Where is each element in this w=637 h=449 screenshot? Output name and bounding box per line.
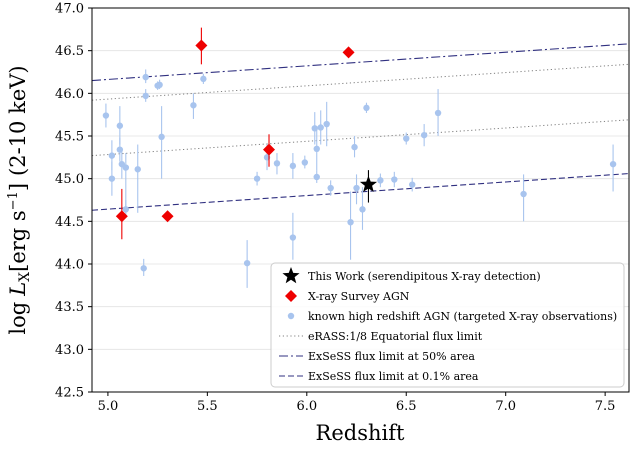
legend-entry-label: X-ray Survey AGN <box>308 290 410 303</box>
legend-entry-label: This Work (serendipitous X-ray detection… <box>308 270 541 283</box>
known-agn-point <box>289 234 297 241</box>
survey-agn-point <box>161 210 174 223</box>
survey-agn-point <box>195 39 208 52</box>
known-agn-point <box>134 166 141 173</box>
y-axis-title: log LX[erg s−1] (2-10 keV) <box>6 65 33 334</box>
known-agn-point <box>108 152 116 159</box>
known-agn-point <box>108 175 116 182</box>
known-agn-point <box>363 104 370 112</box>
x-tick-label: 5.0 <box>98 399 119 414</box>
y-tick-label: 46.0 <box>55 87 84 102</box>
known-agn-point <box>359 206 366 213</box>
known-agn-point <box>142 73 149 81</box>
known-agn-point <box>122 206 130 213</box>
x-axis-title: Redshift <box>316 421 405 445</box>
x-tick-label: 7.0 <box>495 399 516 414</box>
x-tick-label: 6.0 <box>296 399 317 414</box>
known-agn-point <box>313 145 320 152</box>
known-agn-point <box>434 109 442 117</box>
y-tick-label: 45.5 <box>55 130 84 145</box>
survey-agn-point <box>342 46 355 59</box>
x-tick-label: 6.5 <box>396 399 417 414</box>
x-axis-ticks: 5.0 5.5 6.0 6.5 7.0 7.5 <box>98 392 616 414</box>
known-agn-points <box>102 69 617 288</box>
legend-entry-label: ExSeSS flux limit at 50% area <box>308 350 475 363</box>
plot-frame <box>91 7 630 393</box>
flux-limit-line <box>92 119 629 157</box>
known-agn-point <box>301 159 309 166</box>
flux-limit-line <box>92 63 629 101</box>
known-agn-point <box>377 177 384 184</box>
y-tick-label: 44.5 <box>55 215 84 230</box>
y-tick-label: 43.5 <box>55 300 84 315</box>
known-agn-point <box>351 143 358 151</box>
known-agn-point <box>140 265 147 272</box>
known-agn-point <box>289 162 297 170</box>
known-agn-point <box>200 75 207 83</box>
y-tick-label: 45.0 <box>55 172 84 187</box>
survey-agn-points <box>115 27 355 240</box>
known-agn-point <box>409 181 416 188</box>
y-axis-title-close: ] <box>6 183 30 191</box>
known-agn-point <box>327 184 334 192</box>
y-tick-label: 46.5 <box>55 44 84 59</box>
legend-star-icon <box>282 267 300 284</box>
y-axis-ticks: 42.5 43.0 43.5 44.0 44.5 45.0 45.5 46.0 46.5 47.0 <box>55 2 92 401</box>
this-work-point <box>359 175 378 192</box>
y-axis-title-exp: −1 <box>6 191 21 210</box>
y-axis-title-band: (2-10 keV) <box>6 65 30 176</box>
known-agn-point <box>116 122 124 129</box>
known-agn-point <box>609 160 617 168</box>
legend-circle-icon <box>287 312 295 320</box>
known-agn-point <box>102 112 110 119</box>
legend-entry-label: ExSeSS flux limit at 0.1% area <box>308 370 479 383</box>
known-agn-point <box>158 133 165 141</box>
y-axis-title-sub: X <box>17 272 33 282</box>
y-tick-label: 42.5 <box>55 386 84 401</box>
known-agn-point <box>520 190 527 198</box>
x-tick-label: 7.5 <box>595 399 616 414</box>
y-tick-label: 43.0 <box>55 343 84 358</box>
known-agn-point <box>122 164 130 171</box>
legend-box <box>270 262 625 388</box>
known-agn-point <box>273 160 281 167</box>
known-agn-point <box>190 102 197 109</box>
known-agn-point <box>142 92 149 100</box>
known-agn-point <box>323 120 330 128</box>
legend-diamond-icon <box>285 290 297 302</box>
legend: This Work (serendipitous X-ray detection… <box>270 262 625 388</box>
y-axis-title-log: log <box>6 302 30 335</box>
known-agn-point <box>353 184 360 192</box>
survey-agn-point <box>115 210 128 223</box>
flux-limit-lines <box>92 43 629 211</box>
known-agn-point <box>420 131 428 139</box>
y-axis-title-unit: [erg s <box>6 210 30 272</box>
this-work-points <box>359 170 378 203</box>
known-agn-point <box>391 176 398 183</box>
x-tick-label: 5.5 <box>197 399 218 414</box>
known-agn-point <box>313 173 320 181</box>
known-agn-point <box>243 259 251 267</box>
legend-entry-label: known high redshift AGN (targeted X-ray … <box>308 310 617 323</box>
y-tick-label: 47.0 <box>55 2 84 17</box>
survey-agn-point <box>263 143 276 156</box>
flux-limit-line <box>92 43 629 82</box>
known-agn-point <box>403 135 410 142</box>
known-agn-point <box>253 175 261 182</box>
known-agn-point <box>347 218 354 226</box>
y-tick-label: 44.0 <box>55 258 84 273</box>
known-agn-point <box>317 124 324 131</box>
y-axis-title-l: L <box>6 282 30 297</box>
known-agn-point <box>156 81 163 89</box>
legend-entry-label: eRASS:1/8 Equatorial flux limit <box>308 330 483 343</box>
